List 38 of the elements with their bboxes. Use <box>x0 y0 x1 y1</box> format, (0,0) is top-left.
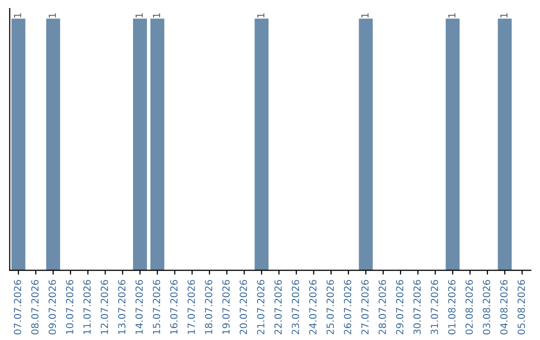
data-label: 1 <box>500 13 508 18</box>
data-label: 1 <box>14 13 22 18</box>
x-tick-label: 07.07.2026 <box>14 280 22 334</box>
data-label: 1 <box>136 13 143 18</box>
x-tick-label: 15.07.2026 <box>152 280 160 334</box>
x-tick-label: 14.07.2026 <box>135 280 143 334</box>
x-tick-label: 05.08.2026 <box>518 280 525 334</box>
x-tick-label: 19.07.2026 <box>222 280 230 334</box>
data-label: 1 <box>48 13 56 18</box>
x-tick-label: 31.07.2026 <box>430 280 438 334</box>
x-tick-label: 22.07.2026 <box>274 280 282 334</box>
x-tick-label: 03.08.2026 <box>482 280 490 334</box>
x-tick-label: 02.08.2026 <box>465 280 473 334</box>
x-tick-label: 28.07.2026 <box>378 280 386 334</box>
x-tick-label: 10.07.2026 <box>66 280 74 334</box>
x-tick-label: 20.07.2026 <box>240 280 248 334</box>
x-tick-label: 30.07.2026 <box>413 280 421 334</box>
x-tick-label: 24.07.2026 <box>309 280 317 334</box>
x-tick-label: 12.07.2026 <box>100 280 108 334</box>
x-tick-label: 11.07.2026 <box>83 280 91 334</box>
x-tick-label: 27.07.2026 <box>361 280 369 334</box>
x-tick-label: 18.07.2026 <box>204 280 212 334</box>
data-label: 1 <box>448 13 456 18</box>
x-tick-label: 25.07.2026 <box>326 280 334 334</box>
x-tick-label: 04.08.2026 <box>500 280 508 334</box>
x-tick-label: 23.07.2026 <box>292 280 300 334</box>
x-tick-label: 29.07.2026 <box>396 280 404 334</box>
data-label: 1 <box>257 13 264 18</box>
data-label: 1 <box>152 13 160 18</box>
x-tick-label: 26.07.2026 <box>344 280 352 334</box>
x-tick-label: 16.07.2026 <box>170 280 178 334</box>
data-label: 1 <box>361 13 368 18</box>
x-tick-label: 08.07.2026 <box>31 280 39 334</box>
x-tick-label: 09.07.2026 <box>48 280 56 334</box>
x-tick-label: 13.07.2026 <box>118 280 126 334</box>
x-tick-label: 17.07.2026 <box>188 280 195 334</box>
x-tick-label: 01.08.2026 <box>448 280 456 334</box>
x-tick-label: 21.07.2026 <box>257 280 264 334</box>
